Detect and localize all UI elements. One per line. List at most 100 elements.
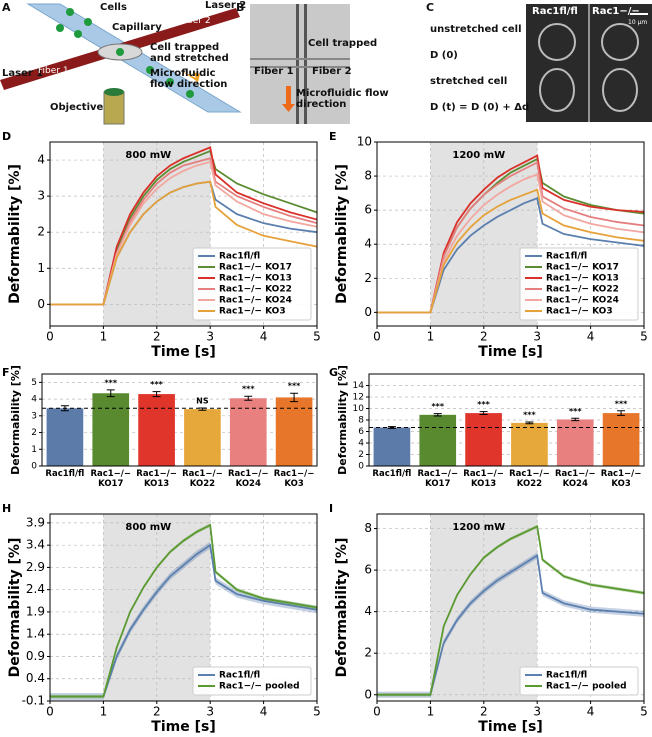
x-tick-label: Rac1−/− KO3 <box>600 469 642 489</box>
setup-diagram <box>0 3 242 125</box>
y-tick-label: 3.9 <box>26 515 45 529</box>
y-tick-label: 6 <box>364 563 372 577</box>
y-tick-label: 0 <box>37 297 45 311</box>
bar <box>229 398 267 466</box>
bar <box>92 393 130 466</box>
label: D (t) = D (0) + Δd <box>430 102 530 113</box>
series-line <box>377 525 645 696</box>
x-tick-label: 1 <box>427 330 435 344</box>
y-tick-label: 2.4 <box>26 582 45 596</box>
y-axis-label: Deformability [%] <box>334 538 350 678</box>
y-tick-label: 0 <box>358 462 364 472</box>
panel-c: C unstretched cell D (0) stretched cell … <box>426 0 652 126</box>
bar <box>184 409 221 466</box>
panel-a: A Cells Capillary Laser 2 Fiber 2 Cell t… <box>0 0 246 126</box>
y-tick-label: 1 <box>37 261 45 275</box>
y-tick-label: 0 <box>364 687 372 701</box>
x-tick-label: Rac1−/− KO22 <box>182 469 223 489</box>
y-axis-label: Deformability [%] <box>334 164 350 304</box>
error-bar <box>525 421 534 425</box>
error-bar <box>433 413 442 417</box>
legend-label: Rac1−/− KO13 <box>546 274 619 284</box>
annotation: 800 mW <box>125 522 171 533</box>
x-tick-label: 2 <box>153 330 161 344</box>
y-tick-label: 0 <box>364 305 372 319</box>
plot-frame <box>41 373 318 467</box>
panel-label: E <box>329 130 337 143</box>
error-bar <box>106 389 115 398</box>
legend-box <box>519 666 639 696</box>
y-tick-label: 3.4 <box>26 538 45 552</box>
x-tick-label: Rac1−/− KO17 <box>90 469 132 489</box>
y-tick-label: 4 <box>37 153 45 167</box>
x-tick-label: Rac1−/− KO24 <box>554 469 596 489</box>
significance-label: *** <box>569 407 582 416</box>
x-tick-label: Rac1−/− KO24 <box>227 469 269 489</box>
plot-frame <box>368 373 645 467</box>
y-tick-label: 5 <box>31 378 37 388</box>
y-tick-label: 4 <box>364 604 372 618</box>
y-tick-label: 4 <box>31 395 37 405</box>
y-tick-label: 2 <box>37 225 45 239</box>
label: Laser 1 <box>2 68 44 79</box>
x-axis-label: Time [s] <box>478 344 542 360</box>
series-line <box>377 188 645 314</box>
label: Rac1fl/fl <box>532 6 578 17</box>
label: stretched cell <box>430 76 508 87</box>
bar <box>46 408 84 466</box>
y-axis-label: Deformability [%] <box>7 538 23 678</box>
legend-label: Rac1−/− KO24 <box>546 296 619 306</box>
capillary-wall <box>304 4 307 124</box>
y-tick-label: 0.9 <box>26 649 45 663</box>
label: Microfluidic flow direction <box>150 68 228 90</box>
y-tick-label: 6 <box>364 203 372 217</box>
panel-g: 0 2 4 6 8 10 12 14 Deformability [%] G *** *** *** **… <box>327 364 652 498</box>
significance-label: *** <box>242 385 255 394</box>
label: Cells <box>100 2 127 13</box>
panel-label: B <box>236 1 245 14</box>
x-axis-label: Time [s] <box>151 719 215 735</box>
legend-label: Rac1−/− KO22 <box>546 285 619 295</box>
y-tick-label: 4 <box>364 237 372 251</box>
series-line <box>50 146 318 306</box>
plot-frame <box>49 513 318 702</box>
label: Fiber 1 <box>38 66 69 76</box>
panel-label: G <box>329 366 338 379</box>
series-line <box>50 523 318 698</box>
label: Capillary <box>112 22 162 33</box>
x-tick-label: 0 <box>373 330 381 344</box>
image-background <box>250 4 350 124</box>
legend-label: Rac1fl/fl <box>219 252 260 262</box>
panel-label: C <box>426 1 435 14</box>
x-tick-label: Rac1−/− KO13 <box>463 469 504 489</box>
bar <box>138 394 175 466</box>
legend-box <box>192 247 312 321</box>
series-line <box>377 554 645 696</box>
y-tick-label: 6 <box>358 427 364 437</box>
x-axis-label: Time [s] <box>151 344 215 360</box>
y-tick-label: 3 <box>37 189 45 203</box>
y-tick-label: 8 <box>364 169 372 183</box>
panel-d: 0 1 2 3 4 5 0 1 2 3 4 Deformability [%] D Time [s] 800… <box>0 128 325 362</box>
legend-label: Rac1−/− KO17 <box>546 263 619 273</box>
y-tick-label: 1.9 <box>26 604 45 618</box>
y-axis-label: Deformability [%] <box>336 365 349 475</box>
bar <box>556 419 594 466</box>
error-bar <box>617 410 626 416</box>
x-tick-label: 5 <box>640 705 648 719</box>
objective <box>103 91 125 125</box>
objective-lens <box>104 88 124 96</box>
flow-arrow-head <box>282 104 295 112</box>
x-tick-label: 0 <box>46 330 54 344</box>
y-tick-label: 10 <box>357 135 372 149</box>
label: Fiber 2 <box>312 66 352 77</box>
panel-b: B Cell trapped Fiber 1 Fiber 2 Microflui… <box>236 0 389 126</box>
significance-label: *** <box>431 402 444 411</box>
cells <box>56 8 194 98</box>
y-tick-label: 4 <box>358 439 364 449</box>
chart: 0 1 2 3 4 5 0 2 4 6 8 Deformability [%] I Time [s] 120… <box>329 502 648 735</box>
significance-label: *** <box>523 411 536 420</box>
x-tick-label: Rac1−/− KO17 <box>417 469 459 489</box>
label: 10 µm <box>628 19 648 26</box>
